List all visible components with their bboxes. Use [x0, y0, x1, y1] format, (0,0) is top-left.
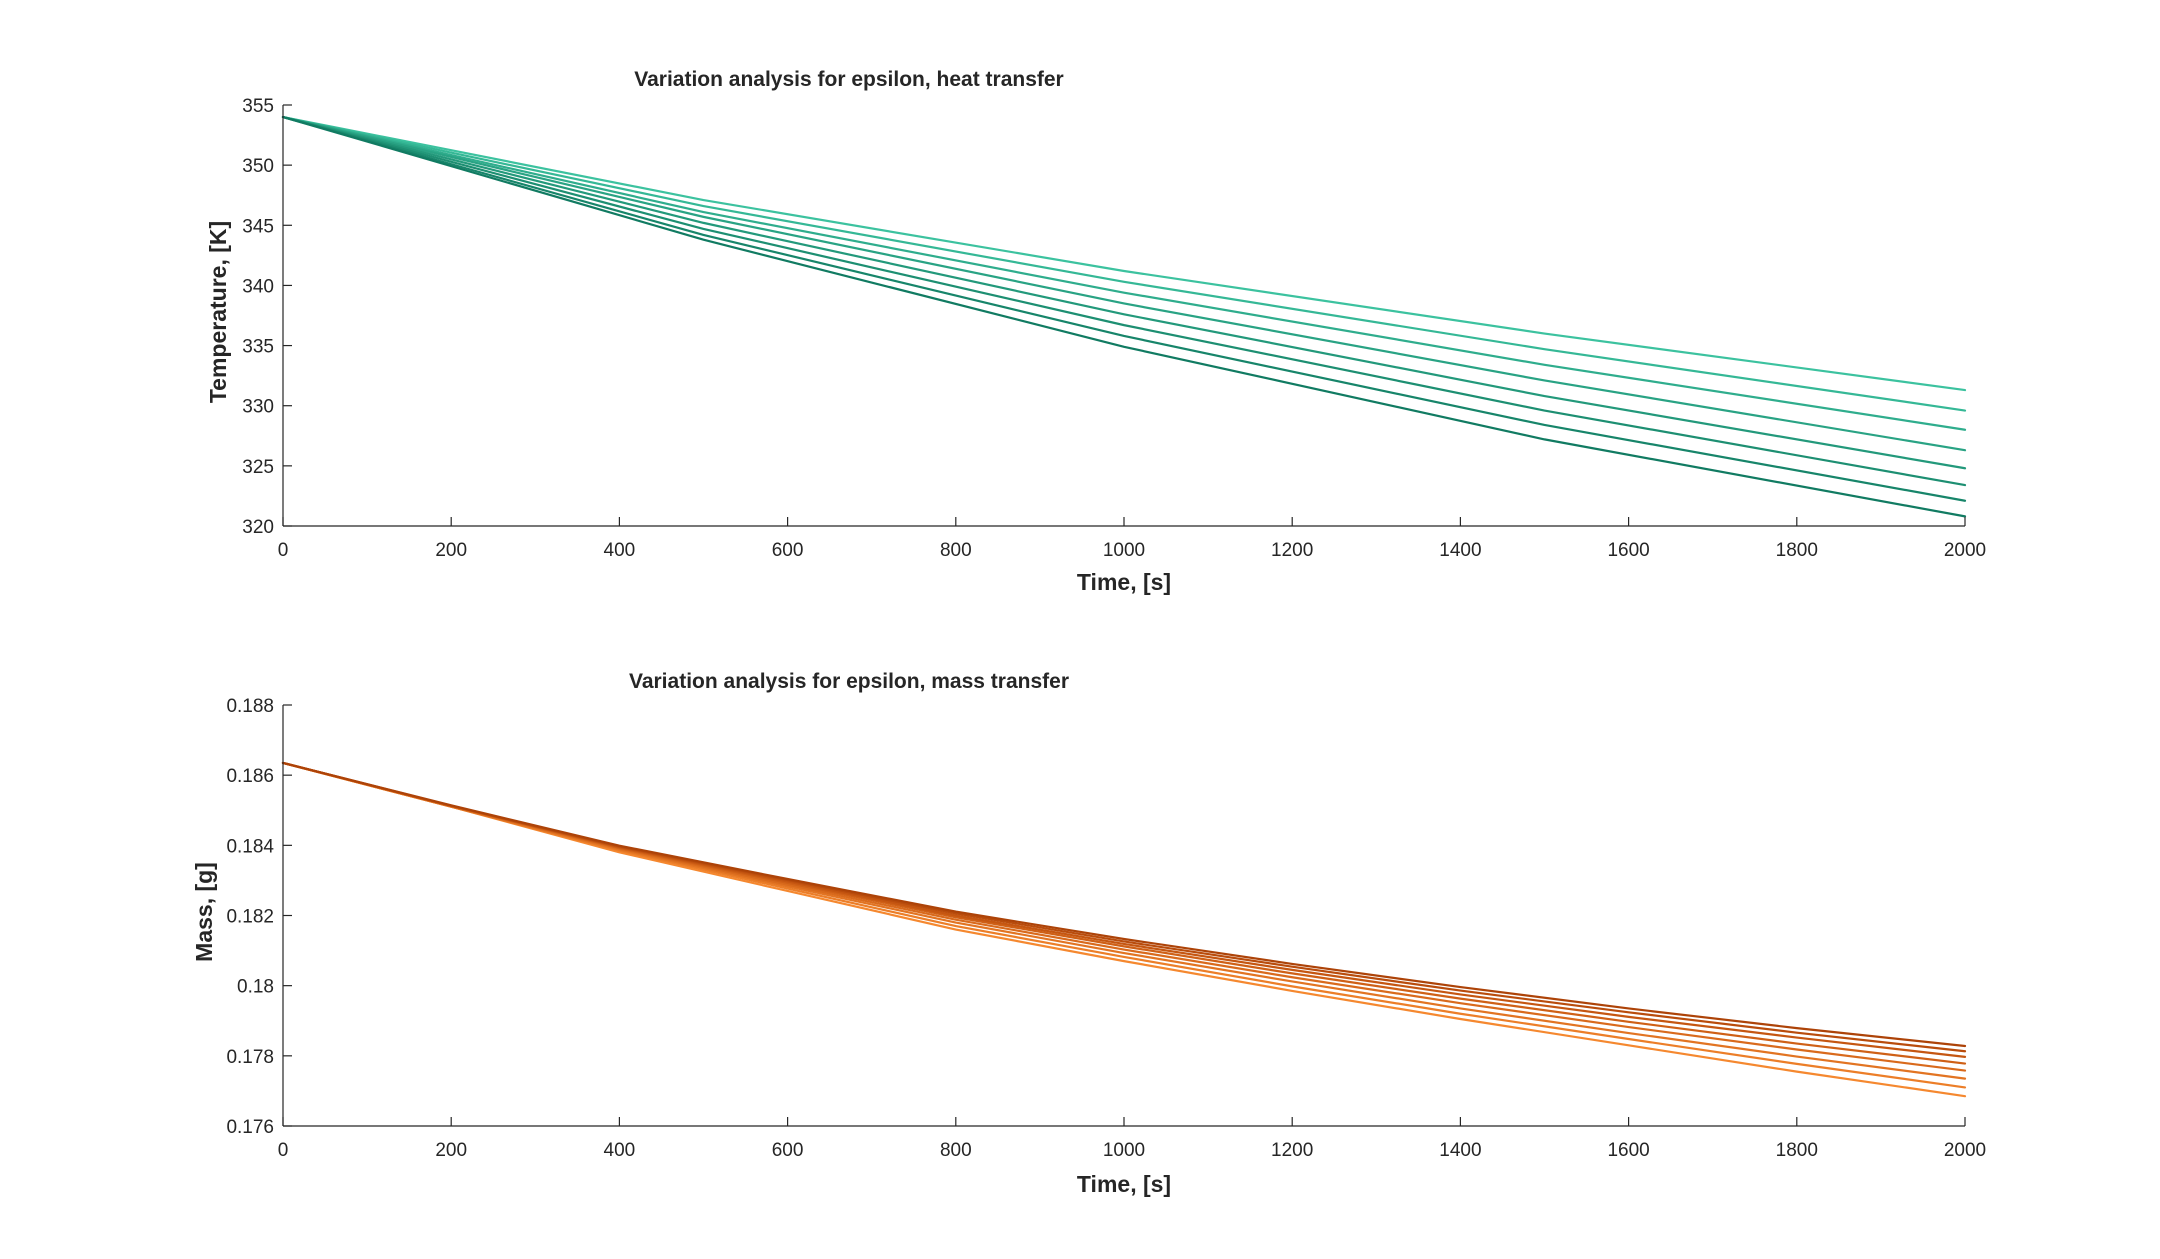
mass-y-tick-label: 0.182 — [226, 907, 274, 928]
mass-transfer-chart: Variation analysis for epsilon, mass tra… — [191, 670, 1986, 1197]
mass-chart-series-group — [281, 761, 1967, 1098]
mass-chart-ylabel: Mass, [g] — [191, 862, 217, 962]
heat-chart-xlabel: Time, [s] — [1077, 569, 1171, 595]
heat-chart-ylabel: Temperature, [K] — [205, 221, 231, 403]
heat-x-tick-label: 1600 — [1607, 540, 1649, 561]
heat-x-tick-label: 800 — [940, 540, 972, 561]
mass-y-tick-label: 0.176 — [226, 1117, 274, 1138]
heat-y-tick-label: 345 — [242, 216, 274, 237]
heat-y-tick-label: 320 — [242, 517, 274, 538]
heat-x-tick-label: 0 — [278, 540, 289, 561]
mass-chart-title: Variation analysis for epsilon, mass tra… — [629, 670, 1069, 693]
heat-series-line-6 — [281, 115, 1967, 487]
mass-x-tick-label: 1000 — [1103, 1140, 1145, 1161]
heat-x-tick-label: 1400 — [1439, 540, 1481, 561]
mass-chart-xlabel: Time, [s] — [1077, 1171, 1171, 1197]
heat-x-tick-label: 1200 — [1271, 540, 1313, 561]
mass-x-tick-label: 0 — [278, 1140, 289, 1161]
heat-y-tick-label: 325 — [242, 457, 274, 478]
mass-x-tick-label: 600 — [772, 1140, 804, 1161]
heat-transfer-chart: Variation analysis for epsilon, heat tra… — [205, 68, 1986, 595]
mass-y-tick-label: 0.178 — [226, 1047, 274, 1068]
heat-y-tick-label: 335 — [242, 337, 274, 358]
heat-x-tick-label: 1000 — [1103, 540, 1145, 561]
heat-y-tick-label: 340 — [242, 276, 274, 297]
heat-x-tick-label: 600 — [772, 540, 804, 561]
heat-series-line-7 — [281, 115, 1967, 502]
mass-y-tick-label: 0.184 — [226, 836, 274, 857]
mass-x-tick-label: 2000 — [1944, 1140, 1986, 1161]
mass-x-tick-label: 1800 — [1776, 1140, 1818, 1161]
mass-series-line-1 — [281, 761, 1967, 1098]
mass-x-tick-label: 200 — [435, 1140, 467, 1161]
heat-x-tick-label: 400 — [604, 540, 636, 561]
mass-y-tick-label: 0.18 — [237, 977, 274, 998]
heat-x-tick-label: 200 — [435, 540, 467, 561]
mass-x-tick-label: 1400 — [1439, 1140, 1481, 1161]
mass-x-tick-label: 1200 — [1271, 1140, 1313, 1161]
heat-x-tick-label: 2000 — [1944, 540, 1986, 561]
heat-series-line-4 — [281, 115, 1967, 452]
heat-series-line-3 — [281, 115, 1967, 431]
heat-y-tick-label: 330 — [242, 397, 274, 418]
heat-series-line-2 — [281, 115, 1967, 412]
heat-chart-title: Variation analysis for epsilon, heat tra… — [634, 68, 1063, 91]
heat-y-tick-label: 350 — [242, 156, 274, 177]
heat-chart-axes: 0 200 400 600 800 1000 1200 1400 1600 1800 2000 320… — [242, 96, 1986, 561]
heat-series-line-5 — [281, 115, 1967, 470]
mass-x-tick-label: 400 — [604, 1140, 636, 1161]
heat-series-line-8 — [281, 115, 1967, 518]
mass-y-tick-label: 0.186 — [226, 766, 274, 787]
mass-series-line-8 — [281, 761, 1967, 1048]
mass-x-tick-label: 800 — [940, 1140, 972, 1161]
mass-y-tick-label: 0.188 — [226, 696, 274, 717]
heat-series-line-1 — [281, 115, 1967, 392]
mass-chart-axes: 0 200 400 600 800 1000 1200 1400 1600 1800 2000 0.1… — [226, 696, 1986, 1161]
heat-x-tick-label: 1800 — [1776, 540, 1818, 561]
mass-x-tick-label: 1600 — [1607, 1140, 1649, 1161]
heat-chart-series-group — [281, 115, 1967, 518]
heat-y-tick-label: 355 — [242, 96, 274, 117]
